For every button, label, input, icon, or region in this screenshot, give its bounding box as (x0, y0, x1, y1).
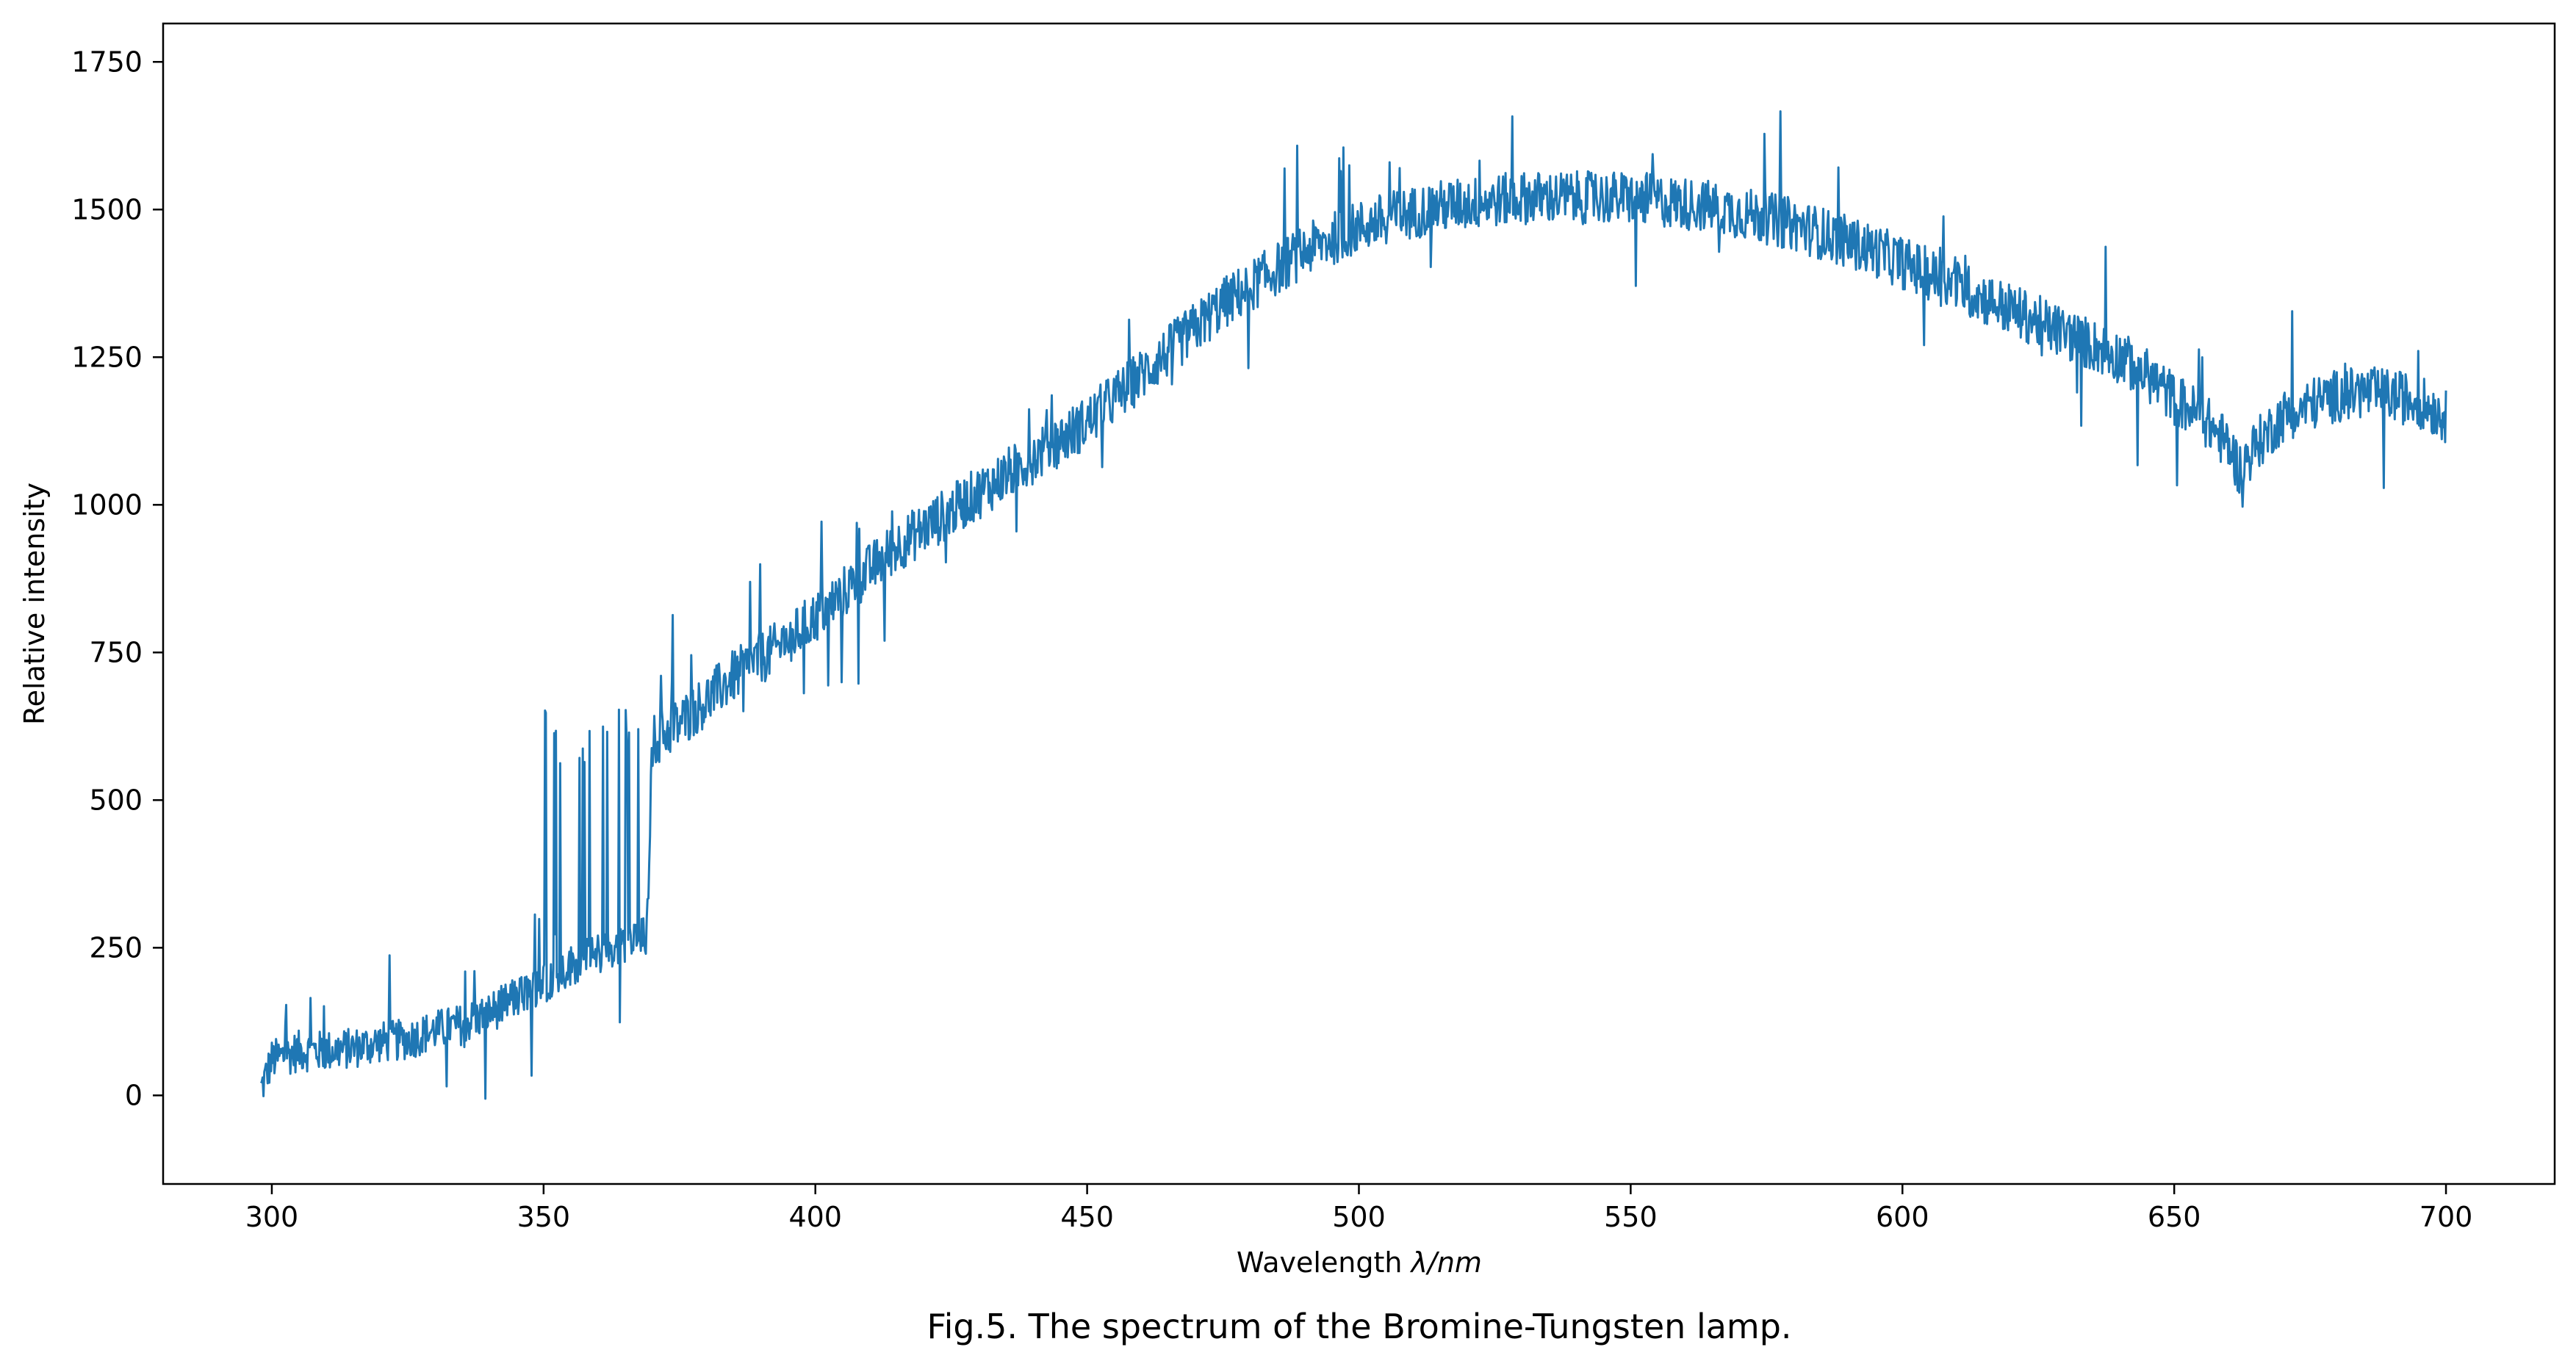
y-tick-label: 500 (89, 784, 143, 816)
x-axis: 300 350 400 450 500 550 600 650 700 (245, 1184, 2473, 1233)
spectrum-line (259, 110, 2447, 1100)
y-tick-label: 0 (125, 1079, 143, 1111)
y-tick-label: 1750 (71, 46, 143, 78)
figure-caption: Fig.5. The spectrum of the Bromine-Tungs… (927, 1307, 1791, 1346)
x-tick-label: 350 (517, 1201, 571, 1233)
x-axis-label: Wavelength λ/nm (1237, 1246, 1482, 1279)
x-tick-label: 500 (1332, 1201, 1386, 1233)
spectrum-series (259, 110, 2447, 1100)
y-tick-label: 250 (89, 931, 143, 964)
y-tick-label: 1000 (71, 488, 143, 521)
x-tick-label: 650 (2148, 1201, 2201, 1233)
x-tick-label: 450 (1060, 1201, 1114, 1233)
y-tick-label: 1500 (71, 193, 143, 225)
x-tick-label: 400 (788, 1201, 842, 1233)
y-tick-label: 1250 (71, 341, 143, 373)
y-tick-label: 750 (89, 636, 143, 668)
x-tick-label: 700 (2420, 1201, 2473, 1233)
y-axis: 0 250 500 750 1000 1250 1500 1750 (71, 46, 163, 1111)
x-tick-label: 300 (245, 1201, 299, 1233)
x-tick-label: 550 (1604, 1201, 1658, 1233)
x-tick-label: 600 (1876, 1201, 1929, 1233)
y-axis-label: Relative intensity (18, 483, 51, 725)
